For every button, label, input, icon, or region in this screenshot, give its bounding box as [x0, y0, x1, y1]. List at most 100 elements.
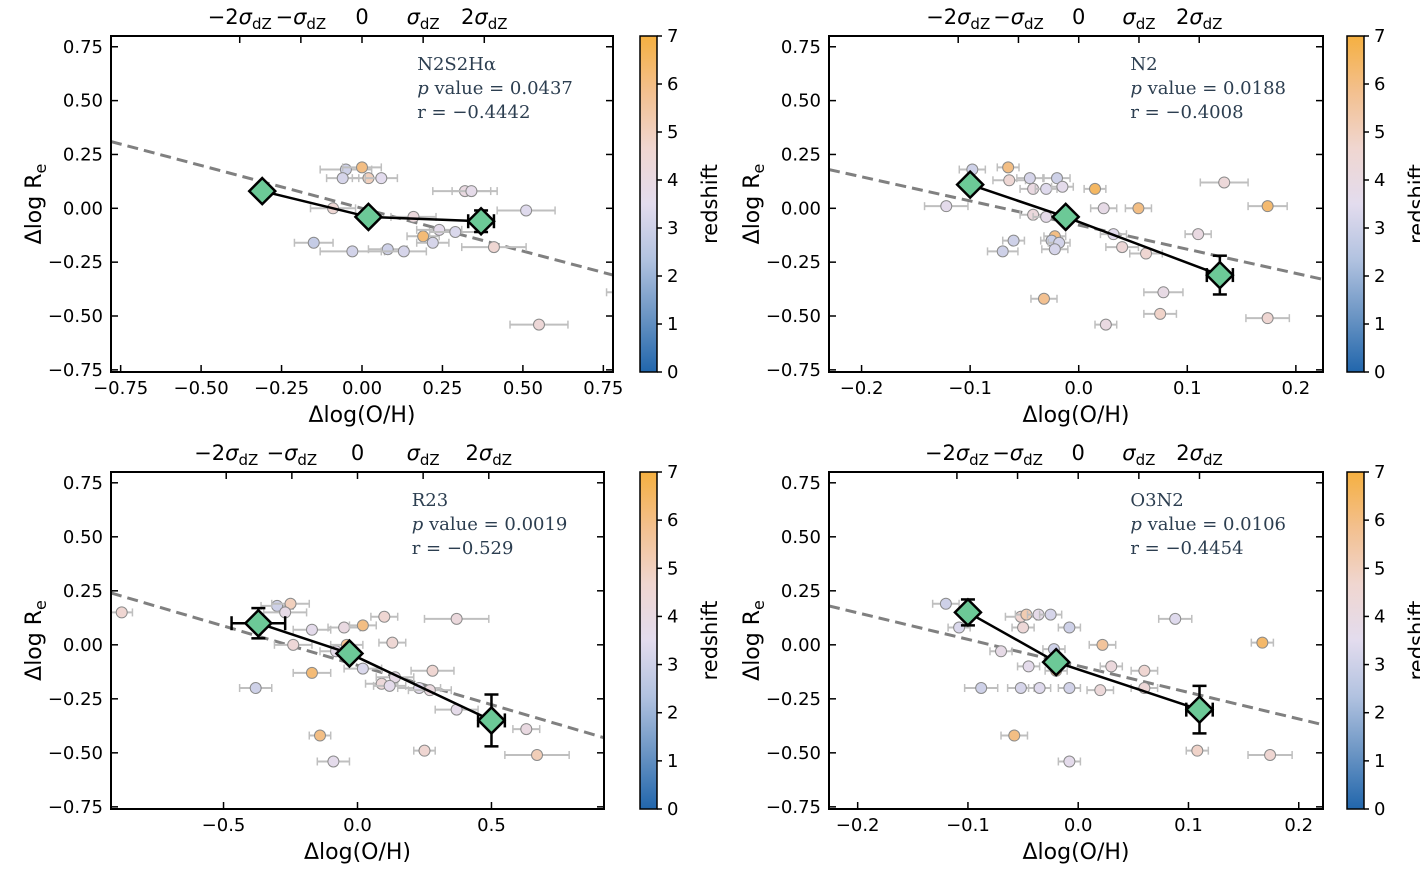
colorbar-gradient [1346, 471, 1365, 810]
data-point [1185, 744, 1210, 757]
binned-marker [243, 608, 274, 638]
data-point [1034, 182, 1058, 195]
point-marker [1033, 682, 1046, 695]
annotation-pvalue: p value = 0.0106 [1130, 514, 1286, 535]
data-point [1157, 612, 1193, 625]
binned-marker [247, 176, 278, 206]
annotation-pvalue: p value = 0.0019 [412, 514, 568, 535]
y-tick-label: 0.00 [781, 198, 821, 219]
x-axis-label: Δlog(O/H) [1022, 403, 1129, 428]
colorbar-tick-label: 3 [667, 218, 678, 239]
point-marker [1094, 684, 1107, 697]
point-marker [1022, 660, 1035, 673]
colorbar-tick-label: 5 [1374, 122, 1385, 143]
y-tick-label: −0.75 [766, 797, 821, 818]
annotation-pvalue: p value = 0.0437 [417, 78, 573, 99]
point-marker [307, 236, 320, 249]
data-point [1057, 621, 1082, 634]
top-tick-label: 2σdZ [1176, 441, 1223, 469]
top-tick-label: −σdZ [993, 5, 1044, 33]
binned-point [230, 606, 287, 640]
x-tick-label: −0.1 [948, 378, 992, 399]
colorbar-gradient [639, 35, 658, 373]
binned-point [353, 202, 384, 232]
data-point [989, 645, 1013, 658]
data-point [1250, 636, 1275, 649]
x-tick-label: 0.0 [1064, 815, 1093, 836]
data-point [963, 682, 999, 695]
point-marker [1218, 176, 1231, 189]
top-tick-label: σdZ [407, 441, 440, 469]
point-marker [1261, 200, 1274, 213]
annotation-r: r = −0.4454 [1130, 538, 1243, 559]
point-marker [1138, 664, 1151, 677]
panel-r23: −0.5 0.0 0.5 0.75 0.50 0.25 0.00 −0.25 −0.50 −0.7… [22, 441, 722, 865]
point-marker [1056, 180, 1069, 193]
point-marker [417, 230, 430, 243]
data-point [111, 606, 134, 619]
x-tick-label: 0.50 [503, 378, 543, 399]
point-marker [1014, 682, 1027, 695]
colorbar-tick-label: 1 [1374, 751, 1385, 772]
point-marker [1132, 202, 1145, 215]
point-marker [975, 682, 988, 695]
colorbar-tick-label: 7 [1374, 26, 1385, 47]
panel-n2: −0.2 −0.1 0.0 0.1 0.2 0.75 0.50 0.25 0.00 −0.25 −0… [740, 5, 1420, 428]
y-tick-label: −0.75 [766, 360, 821, 381]
x-tick-label: −0.75 [93, 378, 148, 399]
data-point [1199, 176, 1249, 189]
x-tick-label: 0.0 [1064, 378, 1093, 399]
y-tick-label: 0.75 [63, 473, 103, 494]
point-marker [449, 226, 462, 238]
point-marker [1192, 228, 1205, 241]
point-marker [1191, 744, 1204, 757]
point-marker [1154, 307, 1167, 320]
fit-line [829, 168, 1323, 281]
fit-line [829, 604, 1323, 727]
y-tick-label: 0.75 [781, 473, 821, 494]
point-marker [953, 621, 966, 634]
point-marker [1040, 182, 1053, 195]
y-tick-label: 0.75 [781, 37, 821, 58]
colorbar-tick-label: 4 [667, 606, 678, 627]
binned-line [967, 611, 1200, 711]
data-point [1245, 312, 1291, 325]
colorbar-label: redshift [698, 164, 722, 244]
top-tick-label: 2σdZ [1176, 5, 1223, 33]
y-tick-label: −0.25 [766, 689, 821, 710]
colorbar-tick-label: 3 [1374, 655, 1385, 676]
annotation-pvalue: p value = 0.0188 [1130, 78, 1286, 99]
point-marker [378, 610, 391, 623]
colorbar-tick-label: 2 [667, 266, 678, 287]
colorbar-tick-label: 1 [1374, 314, 1385, 335]
x-axis-label: Δlog(O/H) [1022, 840, 1129, 865]
x-tick-label: −0.2 [840, 378, 884, 399]
data-point [341, 161, 383, 174]
x-tick-label: −0.50 [174, 378, 229, 399]
colorbar-tick-label: 4 [1374, 606, 1385, 627]
colorbar-gradient [1346, 35, 1365, 373]
binned-point [955, 169, 985, 200]
data-point [292, 666, 332, 679]
axes-frame [828, 35, 1324, 373]
colorbar-tick-label: 3 [667, 655, 678, 676]
data-point [1143, 307, 1178, 320]
top-tick-label: −σdZ [992, 441, 1043, 469]
binned-point [1041, 647, 1071, 677]
point-marker [305, 666, 318, 679]
top-tick-label: −2σdZ [925, 441, 989, 469]
x-tick-label: 0.00 [342, 378, 382, 399]
point-marker [995, 645, 1008, 658]
point-marker [1037, 292, 1050, 305]
colorbar-tick-label: 2 [667, 703, 678, 724]
point-marker [532, 318, 545, 331]
colorbar: 0 1 2 3 4 5 6 7 redshift [1346, 462, 1420, 820]
point-marker [381, 243, 394, 256]
point-marker [487, 241, 500, 254]
binned-marker [1205, 260, 1235, 290]
plot-area [829, 597, 1323, 768]
x-tick-label: 0.25 [422, 378, 462, 399]
fit-line [111, 591, 604, 740]
data-point [1000, 729, 1029, 742]
